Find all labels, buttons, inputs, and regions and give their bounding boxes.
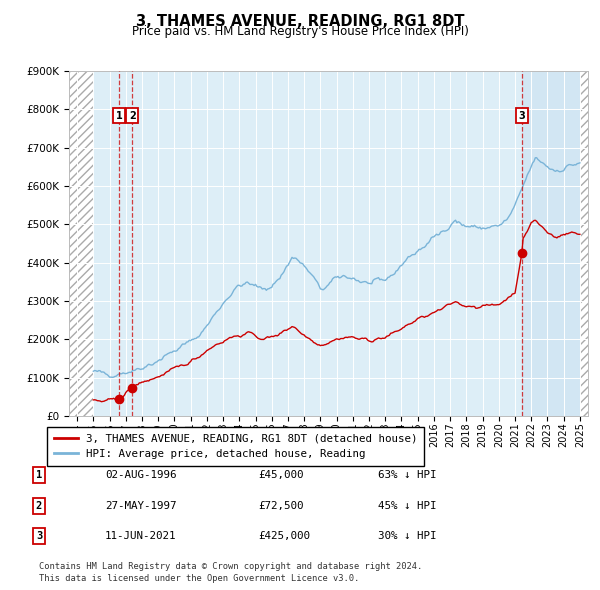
Text: £45,000: £45,000: [258, 470, 304, 480]
Bar: [522, 71, 580, 416]
Text: 2: 2: [36, 501, 42, 510]
Text: 11-JUN-2021: 11-JUN-2021: [105, 532, 176, 541]
Text: 3: 3: [36, 532, 42, 541]
Text: 27-MAY-1997: 27-MAY-1997: [105, 501, 176, 510]
Bar: [580, 71, 588, 416]
Text: 30% ↓ HPI: 30% ↓ HPI: [378, 532, 437, 541]
Text: 2: 2: [129, 111, 136, 121]
Text: Price paid vs. HM Land Registry's House Price Index (HPI): Price paid vs. HM Land Registry's House …: [131, 25, 469, 38]
Text: Contains HM Land Registry data © Crown copyright and database right 2024.: Contains HM Land Registry data © Crown c…: [39, 562, 422, 571]
Text: 3, THAMES AVENUE, READING, RG1 8DT: 3, THAMES AVENUE, READING, RG1 8DT: [136, 14, 464, 28]
Text: 45% ↓ HPI: 45% ↓ HPI: [378, 501, 437, 510]
Legend: 3, THAMES AVENUE, READING, RG1 8DT (detached house), HPI: Average price, detache: 3, THAMES AVENUE, READING, RG1 8DT (deta…: [47, 427, 424, 466]
Text: £425,000: £425,000: [258, 532, 310, 541]
Text: 02-AUG-1996: 02-AUG-1996: [105, 470, 176, 480]
Text: 1: 1: [36, 470, 42, 480]
Text: 3: 3: [519, 111, 526, 121]
Text: 63% ↓ HPI: 63% ↓ HPI: [378, 470, 437, 480]
Text: 1: 1: [116, 111, 122, 121]
Bar: [69, 71, 94, 416]
Text: This data is licensed under the Open Government Licence v3.0.: This data is licensed under the Open Gov…: [39, 574, 359, 583]
Text: £72,500: £72,500: [258, 501, 304, 510]
